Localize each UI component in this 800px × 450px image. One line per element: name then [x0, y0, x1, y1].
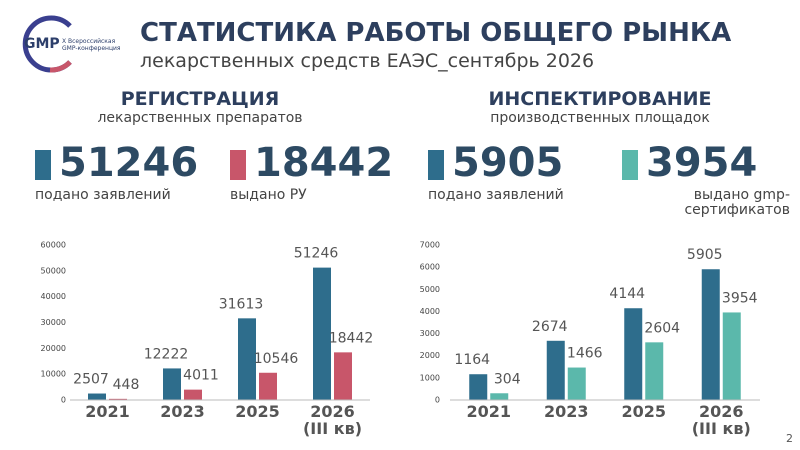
value-label: 2674 [532, 319, 568, 335]
value-label: 3954 [722, 290, 758, 306]
y-tick-label: 6000 [420, 263, 440, 272]
legend-label: выдано РУ [230, 187, 307, 203]
bar [490, 393, 509, 400]
stat-value: 51246 [59, 140, 199, 186]
x-tick-label: 2023 [160, 402, 205, 421]
y-tick-label: 40000 [41, 292, 66, 301]
legend-label: подано заявлений [428, 187, 564, 203]
y-tick-label: 10000 [41, 370, 66, 379]
section-subtitle: производственных площадок [490, 110, 710, 126]
y-tick-label: 0 [61, 396, 66, 405]
legend-label: выдано gmp-сертификатов [684, 187, 790, 218]
y-tick-label: 30000 [41, 318, 66, 327]
bar [88, 393, 106, 400]
value-label: 2604 [644, 320, 680, 336]
bar [567, 367, 586, 400]
bar [624, 308, 643, 400]
legend-swatch [428, 150, 444, 180]
stat-value: 5905 [452, 140, 564, 186]
value-label: 5905 [687, 247, 723, 263]
page-number: 2 [786, 432, 793, 445]
stat-value: 18442 [254, 140, 394, 186]
x-tick-label: 2025 [235, 402, 280, 421]
bar [109, 398, 127, 400]
legend-swatch [230, 150, 246, 180]
y-tick-label: 4000 [420, 307, 440, 316]
title: СТАТИСТИКА РАБОТЫ ОБЩЕГО РЫНКА [140, 18, 732, 48]
value-label: 18442 [329, 330, 374, 346]
y-tick-label: 60000 [41, 241, 66, 250]
bar [163, 368, 181, 400]
y-tick-label: 3000 [420, 329, 440, 338]
bar [546, 340, 565, 400]
bar [645, 342, 664, 400]
y-tick-label: 1000 [420, 373, 440, 382]
y-tick-label: 2000 [420, 351, 440, 360]
section-title: РЕГИСТРАЦИЯ [120, 88, 280, 110]
bar [469, 374, 488, 400]
x-tick-label: 2021 [466, 402, 512, 421]
logo: GMP [24, 36, 60, 52]
x-tick-label: 2025 [621, 402, 667, 421]
value-label: 31613 [219, 296, 264, 312]
x-tick-label: 2023 [543, 402, 589, 421]
bar [722, 312, 741, 400]
value-label: 1466 [567, 346, 603, 362]
stat-value: 3954 [646, 140, 758, 186]
value-label: 304 [494, 371, 521, 387]
x-tick-label: 2026 (III кв) [302, 402, 363, 438]
value-label: 1164 [454, 352, 490, 368]
y-tick-label: 50000 [41, 266, 66, 275]
bar [313, 267, 331, 400]
section-title: ИНСПЕКТИРОВАНИЕ [488, 88, 712, 110]
legend-swatch [622, 150, 638, 180]
bar [334, 352, 352, 400]
logo-ring [22, 15, 72, 73]
bar [184, 389, 202, 400]
bar [238, 318, 256, 400]
value-label: 12222 [144, 346, 189, 362]
y-tick-label: 5000 [420, 285, 440, 294]
x-tick-label: 2021 [85, 402, 130, 421]
logo-caption: X Всероссийская GMP-конференция [62, 38, 121, 52]
section-subtitle: лекарственных препаратов [97, 110, 303, 126]
bar [259, 372, 277, 400]
legend-label: подано заявлений [35, 187, 171, 203]
value-label: 51246 [294, 246, 339, 262]
value-label: 10546 [254, 351, 299, 367]
y-tick-label: 0 [435, 396, 440, 405]
x-tick-label: 2026 (III кв) [691, 402, 751, 438]
legend-swatch [35, 150, 51, 180]
bar [701, 269, 720, 400]
value-label: 4144 [609, 286, 645, 302]
y-tick-label: 7000 [420, 241, 440, 250]
value-label: 4011 [183, 368, 219, 384]
y-tick-label: 20000 [41, 344, 66, 353]
subtitle: лекарственных средств ЕАЭС_сентябрь 2026 [140, 50, 595, 72]
value-label: 2507 [73, 372, 109, 388]
value-label: 448 [113, 377, 140, 393]
